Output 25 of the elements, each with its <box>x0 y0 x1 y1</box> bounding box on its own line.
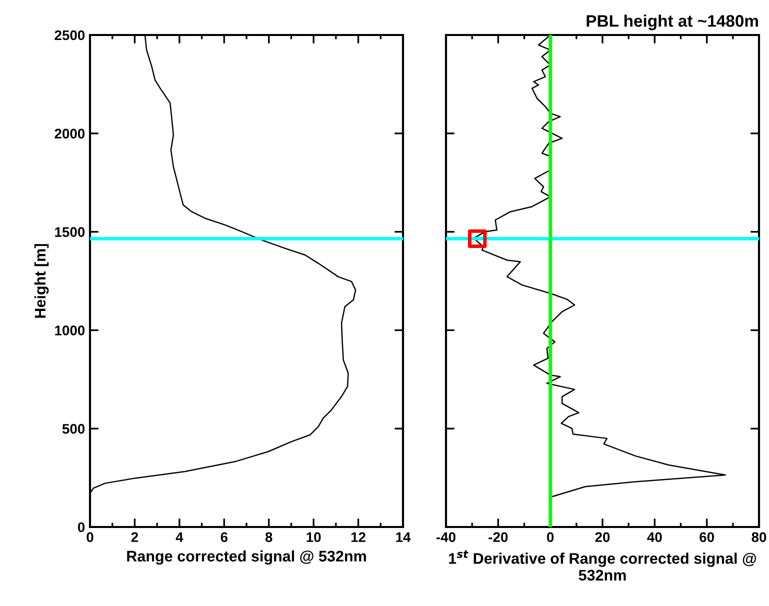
x-tick-label: 0 <box>547 532 554 542</box>
y-tick-label: 500 <box>62 424 85 434</box>
x-tick-label: 4 <box>176 532 184 542</box>
y-tick-label: 2000 <box>54 128 85 139</box>
x-tick-label: 40 <box>647 532 662 542</box>
x-tick-label: 80 <box>752 532 766 542</box>
x-axis-title: Range corrected signal @ 532nm <box>127 550 366 565</box>
x-tick-label: 8 <box>265 532 272 542</box>
x-tick-label: 14 <box>396 532 411 542</box>
x-tick-label: 2 <box>131 532 138 542</box>
y-tick-label: 1500 <box>55 227 85 237</box>
x-tick-label: -20 <box>488 532 508 542</box>
x-tick-label: 6 <box>220 532 228 542</box>
chart-title: PBL height at ~1480m <box>586 14 758 30</box>
x-tick-label: 20 <box>595 532 610 542</box>
y-tick-label: 2500 <box>54 30 85 40</box>
y-tick-label: 0 <box>78 522 85 532</box>
y-axis-title: Height [m] <box>34 244 49 318</box>
x-tick-label: 10 <box>306 532 321 542</box>
y-tick-label: 1000 <box>55 326 85 336</box>
x-tick-label: 60 <box>700 532 714 542</box>
x-axis-title: 1$^{st}$ Derivative of Range corrected signal @ 532nm <box>449 550 756 581</box>
x-tick-label: -40 <box>436 532 456 542</box>
x-tick-label: 12 <box>351 532 366 542</box>
x-tick-label: 0 <box>86 532 94 542</box>
